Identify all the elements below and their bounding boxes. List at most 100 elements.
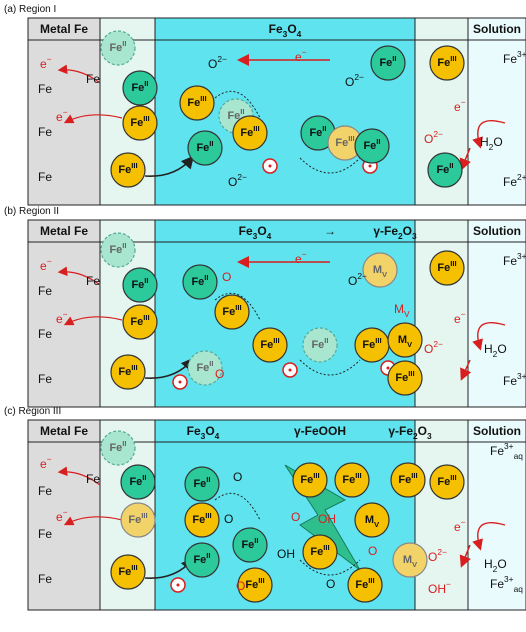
- label: Metal Fe: [40, 22, 88, 36]
- label-part: Fe: [335, 137, 348, 149]
- label-part: III: [323, 543, 329, 552]
- label-part: V: [374, 520, 380, 529]
- label-part: II: [144, 276, 148, 285]
- label: OH: [277, 547, 295, 561]
- label: γ-FeOOH: [294, 424, 346, 438]
- label-part: Fe: [118, 164, 131, 176]
- label-part: Fe: [300, 474, 313, 486]
- label-part: Fe: [503, 175, 517, 189]
- label-part: −: [63, 507, 68, 517]
- label-part: III: [258, 576, 264, 585]
- label-part: −: [446, 579, 451, 589]
- label: (a) Region I: [4, 4, 56, 15]
- label-part: III: [235, 303, 241, 312]
- label-part: O: [428, 550, 437, 564]
- label-part: II: [204, 273, 208, 282]
- label-part: Fe: [192, 514, 205, 526]
- label-part: II: [209, 139, 213, 148]
- label-part: Fe: [437, 262, 450, 274]
- label-part: III: [141, 511, 147, 520]
- label-part: Solution: [473, 22, 521, 36]
- label-part: −: [302, 47, 307, 57]
- label-part: 2−: [357, 271, 367, 281]
- label-part: Fe: [398, 474, 411, 486]
- label-part: O: [228, 175, 237, 189]
- label-part: Fe: [503, 254, 517, 268]
- label: O: [326, 577, 335, 591]
- label-part: (c) Region III: [4, 406, 61, 417]
- label: Fe: [38, 372, 52, 386]
- label-part: Fe: [196, 142, 209, 154]
- label-part: −: [461, 517, 466, 527]
- label: Solution: [473, 224, 521, 238]
- label: O: [368, 544, 377, 558]
- label-part: V: [382, 270, 388, 279]
- label-part: O: [208, 57, 217, 71]
- label-part: Fe: [362, 339, 375, 351]
- label-part: II: [322, 124, 326, 133]
- label-part: O: [287, 22, 296, 36]
- vacancy-dot: [289, 369, 292, 372]
- label-part: Fe: [38, 327, 52, 341]
- label-part: Solution: [473, 424, 521, 438]
- label-part: II: [240, 107, 244, 116]
- label-part: Fe: [239, 224, 253, 238]
- label: O: [233, 470, 242, 484]
- label-part: Fe: [379, 57, 392, 69]
- label-part: −: [302, 249, 307, 259]
- label-part: Fe: [187, 97, 200, 109]
- label-part: Fe: [38, 484, 52, 498]
- label-part: O: [493, 135, 502, 149]
- label-part: O: [368, 544, 377, 558]
- diagram: (a) Region IMetal FeFe3O4SolutionFeIIFeI…: [0, 0, 526, 632]
- label: Fe: [86, 72, 100, 86]
- label-part: (a) Region I: [4, 4, 56, 15]
- label-part: II: [144, 79, 148, 88]
- label: Fe: [38, 527, 52, 541]
- label-part: Fe: [436, 164, 449, 176]
- label-part: O: [215, 367, 224, 381]
- label-part: Fe: [193, 478, 206, 490]
- label-part: Fe: [131, 82, 144, 94]
- label-part: III: [408, 369, 414, 378]
- label-part: Fe: [38, 125, 52, 139]
- label-part: O: [345, 75, 354, 89]
- label-part: Fe: [86, 472, 100, 486]
- label-part: Fe: [38, 572, 52, 586]
- label-part: (b) Region II: [4, 206, 59, 217]
- label-part: Fe: [311, 339, 324, 351]
- label-part: II: [206, 551, 210, 560]
- vacancy-dot: [369, 165, 372, 168]
- label-part: O: [257, 224, 266, 238]
- label-part: Fe: [118, 366, 131, 378]
- label-part: −: [63, 309, 68, 319]
- label-part: Solution: [473, 224, 521, 238]
- label-part: Fe: [342, 474, 355, 486]
- label: (c) Region III: [4, 406, 61, 417]
- label: O: [222, 270, 231, 284]
- label: Solution: [473, 22, 521, 36]
- label-part: OH: [318, 512, 336, 526]
- label-part: II: [209, 359, 213, 368]
- label-part: III: [205, 511, 211, 520]
- label-part: III: [273, 336, 279, 345]
- label-part: 3: [427, 431, 432, 441]
- label-part: −: [47, 454, 52, 464]
- label-part: 4: [215, 431, 220, 441]
- label-part: Fe: [109, 244, 122, 256]
- label-part: Fe: [38, 284, 52, 298]
- label-part: Fe: [355, 579, 368, 591]
- label-part: Fe: [490, 577, 504, 591]
- label-part: V: [404, 309, 410, 319]
- label-part: O: [233, 470, 242, 484]
- label-part: OH: [428, 582, 446, 596]
- label-part: III: [200, 94, 206, 103]
- label: Fe: [38, 82, 52, 96]
- label-part: II: [122, 439, 126, 448]
- label-part: O: [497, 342, 506, 356]
- label-part: Fe: [38, 527, 52, 541]
- label-part: III: [313, 471, 319, 480]
- label-part: −: [461, 97, 466, 107]
- label: Solution: [473, 424, 521, 438]
- label-part: II: [376, 137, 380, 146]
